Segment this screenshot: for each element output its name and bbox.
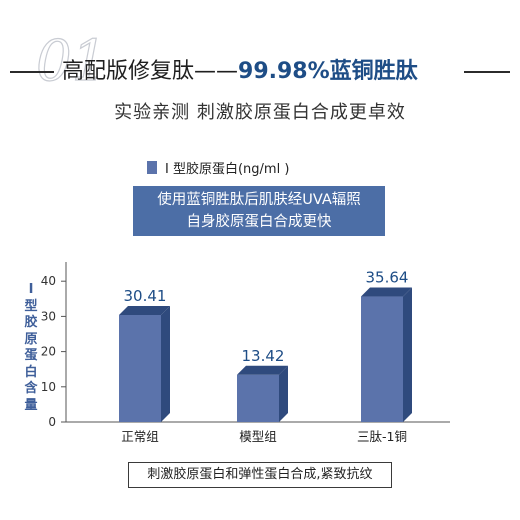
chart-legend: I 型胶原蛋白(ng/ml ): [147, 158, 290, 177]
x-tick-label: 模型组: [239, 429, 277, 444]
bar: [361, 296, 403, 422]
data-label: 13.42: [242, 347, 285, 365]
bar-side: [161, 305, 170, 422]
svg-text:01: 01: [36, 29, 107, 90]
y-tick-label: 0: [48, 415, 56, 429]
bar: [119, 314, 161, 422]
y-tick-label: 10: [41, 380, 56, 394]
number-01-watermark: 01: [35, 28, 107, 90]
bar-top: [119, 305, 170, 315]
x-tick-label: 三肽-1铜: [357, 429, 407, 444]
header-line-left: [10, 71, 54, 73]
page-subtitle: 实验亲测 刺激胶原蛋白合成更卓效: [114, 102, 406, 123]
data-label: 30.41: [124, 287, 167, 305]
bar-top: [361, 287, 412, 297]
x-tick-label: 正常组: [121, 429, 159, 444]
y-tick-label: 40: [41, 274, 56, 288]
title-prefix: 高配版修复肽——: [62, 59, 239, 84]
title-highlight: 99.98%蓝铜胜肽: [238, 59, 418, 84]
legend-swatch: [147, 160, 157, 174]
bar: [237, 374, 279, 422]
y-tick-label: 20: [41, 345, 56, 359]
header-line-right: [464, 71, 510, 73]
page-title: 高配版修复肽——99.98%蓝铜胜肽: [62, 56, 418, 88]
y-tick-label: 30: [41, 309, 56, 323]
caption-box: 刺激胶原蛋白和弹性蛋白合成,紧致抗纹: [128, 462, 392, 488]
data-label: 35.64: [366, 269, 409, 287]
y-axis-label: I 型胶原蛋白含量: [24, 282, 38, 413]
legend-label: I 型胶原蛋白(ng/ml ): [165, 161, 290, 177]
bar-side: [279, 365, 288, 422]
bar-side: [403, 287, 412, 422]
annotation-line-2: 自身胶原蛋白合成更快: [186, 214, 332, 230]
annotation-line-1: 使用蓝铜胜肽后肌肤经UVA辐照: [157, 192, 361, 208]
annotation-box: 使用蓝铜胜肽后肌肤经UVA辐照 自身胶原蛋白合成更快: [133, 186, 385, 236]
bar-top: [237, 365, 288, 375]
